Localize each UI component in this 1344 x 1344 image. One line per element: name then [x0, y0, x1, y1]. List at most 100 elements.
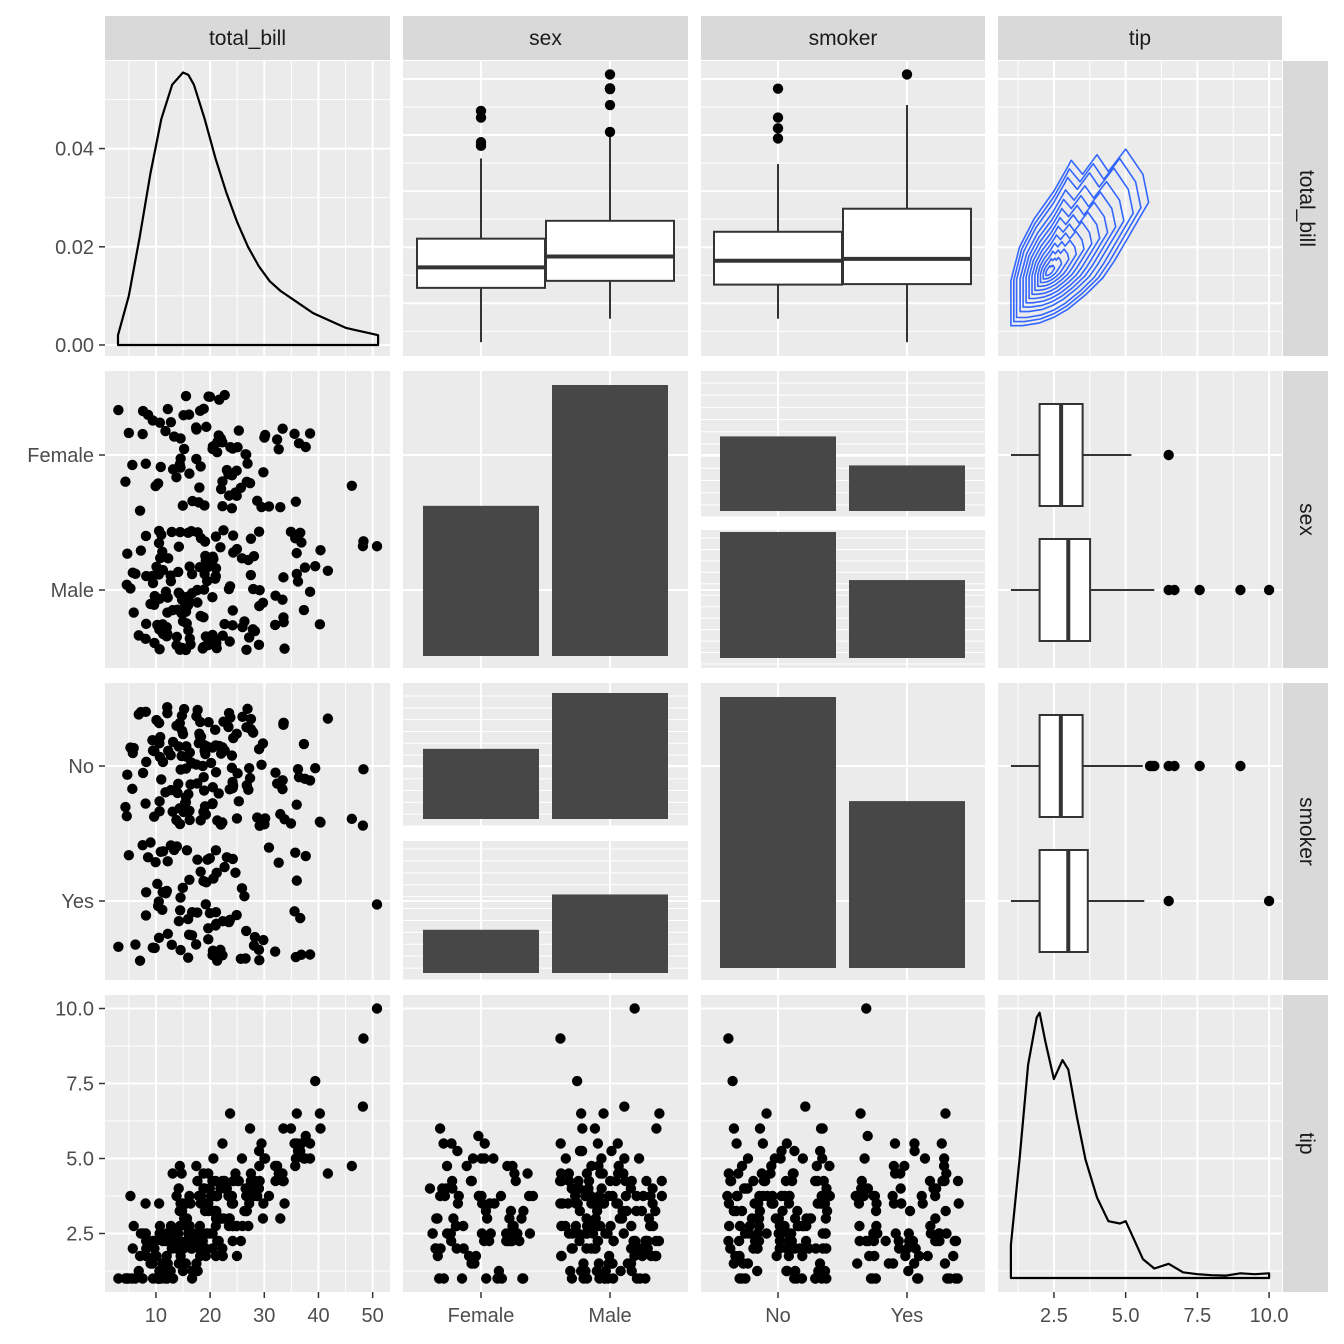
point-total-bill-tip — [278, 1123, 289, 1134]
point-total-bill-tip — [192, 1265, 203, 1277]
point-total-bill-sex — [295, 527, 306, 539]
contour-level — [1037, 239, 1078, 288]
point-total-bill-sex — [152, 619, 163, 631]
point-total-bill-sex — [201, 421, 212, 433]
point-total-bill-smk — [162, 707, 173, 719]
point-total-bill-sex — [346, 480, 358, 491]
point-total-bill-smk — [173, 915, 185, 927]
point-total-bill-sex — [127, 459, 138, 471]
point-total-bill-sex — [256, 501, 267, 513]
strip-label-right-total_bill: total_bill — [1295, 170, 1318, 247]
point-total-bill-smk — [173, 778, 184, 790]
point-total-bill-sex — [304, 586, 316, 598]
point-tip-sex — [524, 1228, 536, 1239]
point-total-bill-smk — [223, 916, 235, 928]
point-total-bill-smk — [193, 738, 205, 749]
box-sex-total-bill-outlier — [475, 136, 487, 148]
point-tip-sex — [615, 1265, 626, 1277]
contour-level — [1042, 256, 1063, 280]
panel-bg-0-0 — [105, 61, 390, 356]
point-tip-sex — [619, 1101, 630, 1112]
point-tip-sex — [488, 1153, 499, 1164]
point-total-bill-sex — [186, 587, 198, 599]
point-total-bill-tip — [227, 1198, 239, 1209]
point-total-bill-smk — [145, 837, 156, 848]
point-tip-smoker — [734, 1250, 745, 1262]
point-tip-smoker — [774, 1235, 786, 1247]
point-total-bill-sex — [277, 594, 288, 605]
point-total-bill-sex — [184, 633, 195, 644]
point-tip-smoker — [743, 1228, 755, 1239]
point-total-bill-sex — [194, 482, 205, 493]
point-total-bill-smk — [240, 953, 251, 964]
point-tip-smoker — [952, 1273, 963, 1284]
point-total-bill-tip — [192, 1175, 203, 1187]
point-total-bill-tip — [314, 1108, 326, 1119]
point-tip-sex — [469, 1258, 480, 1269]
point-total-bill-smk — [207, 950, 218, 961]
point-total-bill-sex — [171, 472, 182, 483]
point-total-bill-sex — [357, 540, 369, 552]
tick-label-tip-y: 7.5 — [66, 1074, 94, 1096]
point-total-bill-sex — [122, 548, 133, 559]
contour-level — [1025, 201, 1109, 304]
point-total-bill-smk — [371, 899, 383, 910]
point-tip-smoker — [855, 1108, 866, 1119]
point-tip-smoker — [854, 1235, 865, 1247]
point-total-bill-sex — [197, 643, 208, 654]
point-total-bill-smk — [184, 874, 195, 885]
point-total-bill-smk — [207, 742, 218, 753]
point-total-bill-sex — [193, 497, 205, 508]
point-total-bill-smk — [243, 784, 254, 796]
point-total-bill-smk — [291, 875, 302, 886]
point-total-bill-tip — [223, 1190, 234, 1202]
point-total-bill-sex — [180, 390, 192, 402]
point-tip-sex — [555, 1138, 566, 1149]
point-total-bill-sex — [156, 529, 167, 540]
point-total-bill-sex — [218, 525, 229, 536]
point-total-bill-tip — [208, 1153, 219, 1164]
point-total-bill-sex — [192, 597, 203, 608]
point-total-bill-tip — [275, 1213, 286, 1224]
tick-label-tip: 2.5 — [1040, 1305, 1068, 1327]
point-total-bill-tip — [217, 1138, 228, 1149]
point-total-bill-smk — [165, 784, 177, 796]
point-total-bill-tip — [153, 1198, 165, 1209]
point-tip-smoker — [812, 1198, 823, 1209]
point-total-bill-tip — [259, 1153, 270, 1164]
bar-smoker-by-sex — [720, 436, 836, 511]
point-total-bill-smk — [123, 850, 135, 861]
point-tip-smoker — [752, 1243, 763, 1254]
box-tip-smoker-outlier — [1194, 760, 1205, 772]
tick-label-smoker: Yes — [891, 1305, 924, 1327]
point-tip-sex — [570, 1220, 582, 1232]
point-total-bill-sex — [248, 583, 259, 595]
point-total-bill-sex — [290, 496, 302, 507]
point-total-bill-tip — [207, 1243, 218, 1254]
point-total-bill-tip — [371, 1003, 383, 1014]
point-total-bill-smk — [190, 939, 202, 950]
point-tip-smoker — [733, 1235, 745, 1247]
point-tip-sex — [619, 1153, 630, 1164]
point-tip-smoker — [924, 1175, 936, 1187]
point-total-bill-sex — [219, 618, 230, 630]
bar-sex-count — [423, 505, 539, 656]
point-tip-smoker — [754, 1220, 765, 1232]
box-smoker-total-bill-outlier — [901, 69, 913, 80]
bar-smoker-count — [720, 697, 836, 968]
strip-right-sex — [1283, 371, 1328, 668]
point-total-bill-smk — [210, 920, 221, 931]
point-tip-sex — [518, 1273, 529, 1284]
point-total-bill-tip — [137, 1228, 149, 1239]
point-tip-sex — [556, 1250, 567, 1262]
point-total-bill-sex — [310, 560, 321, 572]
point-tip-smoker — [736, 1273, 747, 1284]
tick-label-sex-y: Male — [51, 580, 94, 602]
tick-label-smoker-y: No — [68, 756, 94, 778]
point-total-bill-smk — [358, 764, 369, 775]
point-total-bill-sex — [259, 432, 270, 443]
point-tip-sex — [640, 1273, 651, 1284]
point-tip-smoker — [810, 1273, 821, 1284]
point-total-bill-sex — [175, 453, 186, 464]
point-tip-smoker — [922, 1250, 933, 1262]
